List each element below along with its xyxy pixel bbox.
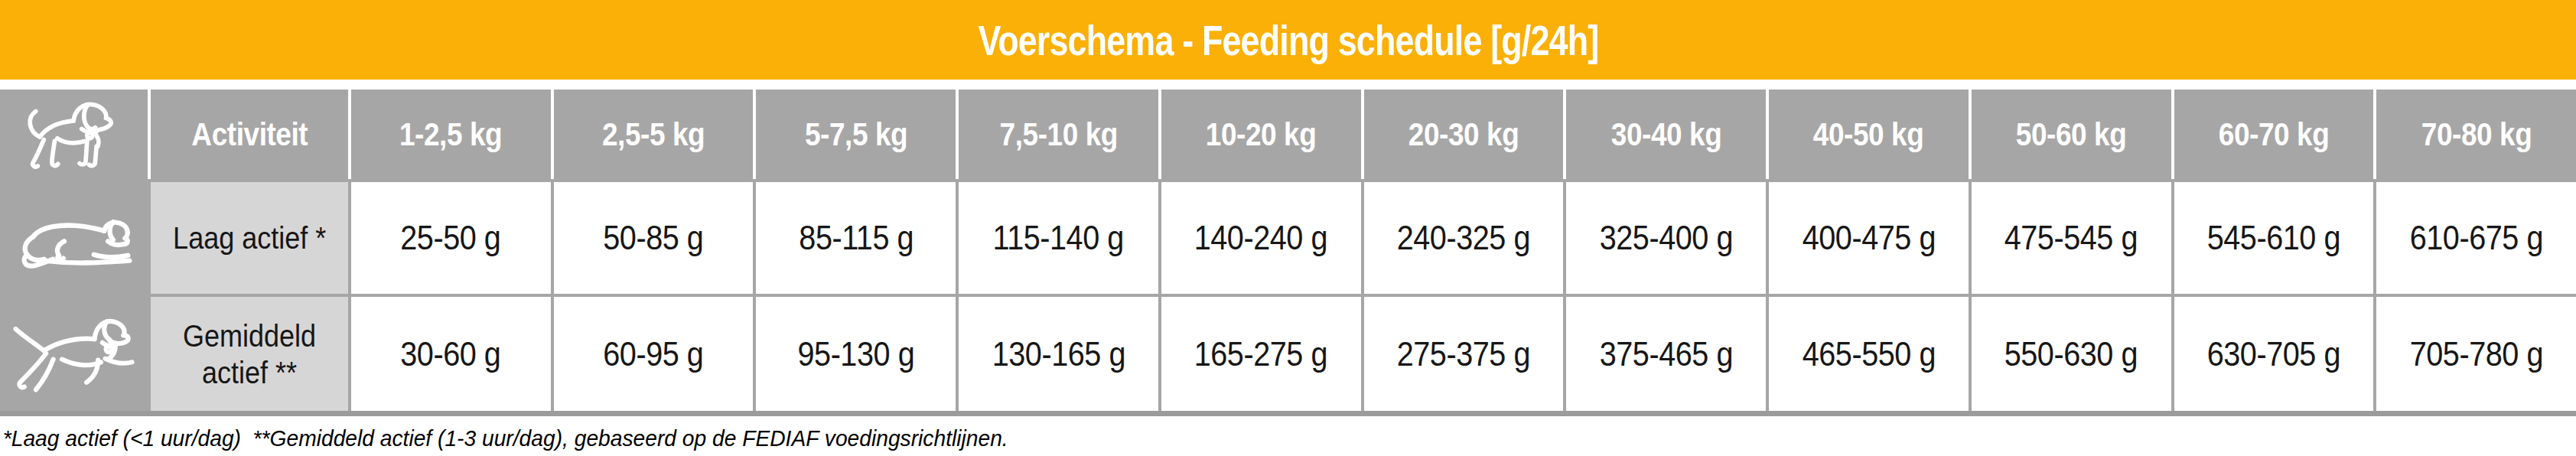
value-cell: 115-140 g bbox=[959, 182, 1158, 294]
value-cell: 25-50 g bbox=[351, 182, 551, 294]
weight-header-label: 30-40 kg bbox=[1610, 116, 1721, 153]
weight-header-cell: 40-50 kg bbox=[1769, 90, 1969, 179]
feeding-value: 30-60 g bbox=[401, 335, 501, 373]
header-icon-cell bbox=[0, 90, 148, 179]
value-cell: 95-130 g bbox=[756, 297, 956, 411]
value-cell: 325-400 g bbox=[1566, 182, 1766, 294]
banner-title: Voerschema - Feeding schedule [g/24h] bbox=[978, 15, 1598, 65]
running-dog-icon bbox=[5, 301, 143, 406]
value-cell: 375-465 g bbox=[1566, 297, 1766, 411]
feeding-value: 630-705 g bbox=[2207, 335, 2340, 373]
value-cell: 240-325 g bbox=[1364, 182, 1564, 294]
weight-header-cell: 30-40 kg bbox=[1566, 90, 1766, 179]
row-icon-cell bbox=[0, 182, 148, 294]
value-cell: 475-545 g bbox=[1972, 182, 2171, 294]
weight-header-cell: 2,5-5 kg bbox=[554, 90, 754, 179]
weight-header-label: 20-30 kg bbox=[1408, 116, 1519, 153]
title-banner: Voerschema - Feeding schedule [g/24h] bbox=[0, 0, 2576, 80]
weight-header-cell: 5-7,5 kg bbox=[756, 90, 956, 179]
header-row: Activiteit 1-2,5 kg 2,5-5 kg 5-7,5 kg 7,… bbox=[0, 90, 2576, 179]
feeding-value: 140-240 g bbox=[1194, 219, 1327, 257]
feeding-value: 400-475 g bbox=[1802, 219, 1935, 257]
feeding-value: 610-675 g bbox=[2409, 219, 2542, 257]
value-cell: 130-165 g bbox=[959, 297, 1158, 411]
footnote: *Laag actief (<1 uur/dag) **Gemiddeld ac… bbox=[0, 416, 2421, 451]
feeding-value: 275-375 g bbox=[1397, 335, 1530, 373]
feeding-value: 50-85 g bbox=[604, 219, 704, 257]
feeding-value: 325-400 g bbox=[1600, 219, 1733, 257]
feeding-value: 545-610 g bbox=[2207, 219, 2340, 257]
activity-label: Laag actief * bbox=[173, 220, 326, 256]
activity-label-cell: Gemiddeld actief ** bbox=[151, 297, 348, 411]
value-cell: 550-630 g bbox=[1972, 297, 2171, 411]
value-cell: 85-115 g bbox=[756, 182, 956, 294]
value-cell: 705-780 g bbox=[2376, 297, 2576, 411]
value-cell: 140-240 g bbox=[1161, 182, 1361, 294]
feeding-value: 25-50 g bbox=[401, 219, 501, 257]
value-cell: 50-85 g bbox=[554, 182, 754, 294]
row-icon-cell bbox=[0, 297, 148, 411]
feeding-value: 240-325 g bbox=[1397, 219, 1530, 257]
weight-header-cell: 7,5-10 kg bbox=[959, 90, 1158, 179]
feeding-table: Activiteit 1-2,5 kg 2,5-5 kg 5-7,5 kg 7,… bbox=[0, 90, 2576, 416]
weight-header-label: 1-2,5 kg bbox=[399, 116, 502, 153]
header-activity-cell: Activiteit bbox=[151, 90, 348, 179]
lying-dog-icon bbox=[11, 201, 137, 275]
activity-header-label: Activiteit bbox=[191, 116, 308, 153]
table-body: Laag actief * 25-50 g 50-85 g 85-115 g 1… bbox=[0, 179, 2576, 411]
feeding-value: 465-550 g bbox=[1802, 335, 1935, 373]
weight-header-label: 60-70 kg bbox=[2219, 116, 2330, 153]
feeding-value: 95-130 g bbox=[797, 335, 914, 373]
feeding-value: 130-165 g bbox=[992, 335, 1125, 373]
standing-dog-icon bbox=[17, 95, 132, 174]
value-cell: 30-60 g bbox=[351, 297, 551, 411]
weight-header-label: 7,5-10 kg bbox=[999, 116, 1117, 153]
weight-header-cell: 10-20 kg bbox=[1161, 90, 1361, 179]
weight-header-label: 70-80 kg bbox=[2421, 116, 2532, 153]
feeding-value: 165-275 g bbox=[1194, 335, 1327, 373]
feeding-value: 60-95 g bbox=[604, 335, 704, 373]
weight-header-cell: 50-60 kg bbox=[1972, 90, 2171, 179]
value-cell: 465-550 g bbox=[1769, 297, 1969, 411]
weight-header-label: 50-60 kg bbox=[2016, 116, 2127, 153]
value-cell: 630-705 g bbox=[2174, 297, 2374, 411]
feeding-value: 85-115 g bbox=[799, 219, 913, 257]
feeding-value: 375-465 g bbox=[1600, 335, 1733, 373]
weight-header-cell: 20-30 kg bbox=[1364, 90, 1564, 179]
weight-header-cell: 1-2,5 kg bbox=[351, 90, 551, 179]
feeding-value: 705-780 g bbox=[2409, 335, 2542, 373]
value-cell: 400-475 g bbox=[1769, 182, 1969, 294]
activity-label-cell: Laag actief * bbox=[151, 182, 348, 294]
weight-header-cell: 60-70 kg bbox=[2174, 90, 2374, 179]
feeding-value: 475-545 g bbox=[2004, 219, 2138, 257]
value-cell: 275-375 g bbox=[1364, 297, 1564, 411]
weight-header-cell: 70-80 kg bbox=[2376, 90, 2576, 179]
value-cell: 610-675 g bbox=[2376, 182, 2576, 294]
table-bottom-border bbox=[0, 411, 2576, 416]
weight-header-label: 10-20 kg bbox=[1206, 116, 1317, 153]
value-cell: 60-95 g bbox=[554, 297, 754, 411]
weight-header-label: 40-50 kg bbox=[1813, 116, 1924, 153]
feeding-value: 115-140 g bbox=[993, 219, 1124, 257]
weight-header-label: 5-7,5 kg bbox=[805, 116, 907, 153]
feeding-value: 550-630 g bbox=[2004, 335, 2138, 373]
value-cell: 545-610 g bbox=[2174, 182, 2374, 294]
weight-header-label: 2,5-5 kg bbox=[602, 116, 705, 153]
activity-label: Gemiddeld actief ** bbox=[161, 318, 338, 391]
value-cell: 165-275 g bbox=[1161, 297, 1361, 411]
